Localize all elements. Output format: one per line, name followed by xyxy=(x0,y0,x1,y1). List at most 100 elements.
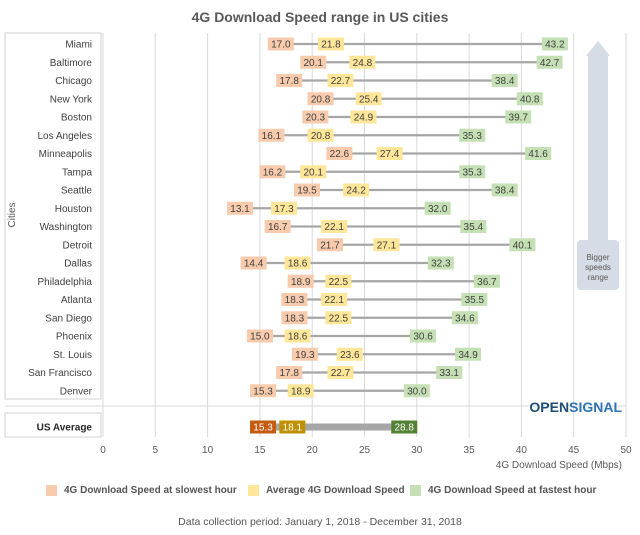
city-label: New York xyxy=(50,94,93,105)
data-label-box-fastest xyxy=(541,37,568,51)
data-label-box-slowest xyxy=(246,329,273,343)
x-tick-label: 10 xyxy=(202,445,214,456)
cities-panel xyxy=(4,32,102,400)
data-label-fastest: 32.0 xyxy=(428,204,448,215)
data-label-box-fastest xyxy=(455,347,482,361)
data-label-box-slowest xyxy=(267,37,294,51)
data-label-box-average xyxy=(307,128,334,142)
data-label-box-average xyxy=(321,293,348,306)
data-label-fastest: 35.3 xyxy=(463,131,483,142)
city-label: St. Louis xyxy=(53,350,92,361)
annotation-arrow-head xyxy=(586,41,610,56)
data-label-average: 27.4 xyxy=(380,149,400,160)
annotation-box xyxy=(577,240,619,290)
data-label-box-slowest xyxy=(300,55,327,69)
data-label-box-fastest xyxy=(460,220,487,233)
data-label-box-fastest xyxy=(427,256,454,270)
data-label-box-slowest xyxy=(264,220,291,233)
data-label-box-average xyxy=(327,74,354,87)
legend-swatch-average xyxy=(248,485,259,496)
data-label-box-average xyxy=(318,37,345,51)
data-label-fastest: 36.7 xyxy=(477,277,497,288)
x-tick-label: 50 xyxy=(620,445,632,456)
data-label-fastest: 38.4 xyxy=(495,76,515,87)
data-label-box-slowest xyxy=(227,201,254,215)
data-label-box-slowest xyxy=(291,347,318,361)
data-label-average: 23.6 xyxy=(340,350,360,361)
data-label-slowest: 16.1 xyxy=(262,131,282,142)
data-label-fastest: 32.3 xyxy=(431,259,451,270)
brand-logo-prefix: OPEN xyxy=(529,399,569,415)
city-label: Los Angeles xyxy=(38,131,93,142)
data-label-box-fastest xyxy=(473,274,500,288)
data-label-slowest: 21.7 xyxy=(320,240,340,251)
data-label-fastest: 35.3 xyxy=(463,167,483,178)
data-label-box-fastest xyxy=(459,128,486,142)
data-label-slowest: 14.4 xyxy=(244,259,264,270)
data-label-box-average xyxy=(349,55,376,69)
city-label: Minneapolis xyxy=(39,149,92,160)
data-label-box-average xyxy=(376,147,403,160)
data-label-box-average xyxy=(336,347,363,361)
data-label-slowest: 20.8 xyxy=(311,94,331,105)
average-panel xyxy=(4,412,102,438)
data-label-fastest: 42.7 xyxy=(540,58,560,69)
city-label: Miami xyxy=(65,40,92,51)
x-tick-label: 45 xyxy=(568,445,580,456)
city-label: Houston xyxy=(55,204,92,215)
data-label-average: 20.1 xyxy=(304,167,324,178)
data-label-box-average xyxy=(321,220,348,233)
x-tick-label: 25 xyxy=(359,445,371,456)
data-label-box-slowest xyxy=(259,165,286,179)
city-label: Dallas xyxy=(64,259,92,270)
data-label-slowest: 17.0 xyxy=(271,40,291,51)
data-label-slowest: 17.8 xyxy=(279,76,299,87)
x-tick-label: 0 xyxy=(100,445,106,456)
data-label-box-slowest xyxy=(293,183,320,197)
data-label-box-slowest xyxy=(276,74,303,87)
city-label: Detroit xyxy=(63,240,93,251)
chart-title: 4G Download Speed range in US cities xyxy=(192,9,449,25)
data-label-box-fastest xyxy=(461,293,488,306)
data-label-box-slowest xyxy=(281,293,308,306)
data-label-box-fastest xyxy=(525,147,552,160)
data-label-fastest: 33.1 xyxy=(439,368,459,379)
data-label-slowest: 18.9 xyxy=(291,277,311,288)
us-average-label: US Average xyxy=(37,423,93,434)
legend-item-fastest: 4G Download Speed at fastest hour xyxy=(410,485,596,496)
data-label-fastest: 41.6 xyxy=(528,149,548,160)
data-label-fastest: 43.2 xyxy=(545,40,565,51)
data-label-slowest: 13.1 xyxy=(230,204,250,215)
data-label-box-slowest xyxy=(240,256,267,270)
data-label-box-average xyxy=(270,201,297,215)
data-label-average: 24.2 xyxy=(346,186,366,197)
data-label-average: 20.8 xyxy=(311,131,331,142)
data-label-box-average xyxy=(284,256,311,270)
data-label-slowest: 16.7 xyxy=(268,222,288,233)
data-label-average: 21.8 xyxy=(321,40,341,51)
legend-label-slowest: 4G Download Speed at slowest hour xyxy=(64,485,237,496)
data-label-us-average-fastest: 28.8 xyxy=(395,423,415,434)
data-label-average: 22.1 xyxy=(324,295,344,306)
annotation-text: speeds xyxy=(585,263,611,272)
data-label-fastest: 35.4 xyxy=(464,222,484,233)
data-label-average: 18.6 xyxy=(288,259,308,270)
city-label: Tampa xyxy=(62,167,92,178)
brand-logo: OPENSIGNAL xyxy=(529,399,622,415)
data-label-box-fastest xyxy=(491,74,518,87)
data-label-average: 22.7 xyxy=(331,368,351,379)
data-label-box-us-average-average xyxy=(279,420,306,434)
data-label-fastest: 30.0 xyxy=(407,386,427,397)
data-label-average: 24.8 xyxy=(353,58,373,69)
x-tick-label: 5 xyxy=(153,445,159,456)
legend-swatch-slowest xyxy=(46,485,57,496)
x-tick-label: 30 xyxy=(411,445,423,456)
data-label-average: 25.4 xyxy=(359,94,379,105)
x-tick-label: 40 xyxy=(516,445,528,456)
data-label-box-fastest xyxy=(491,183,518,197)
data-label-fastest: 34.6 xyxy=(455,313,475,324)
legend-label-fastest: 4G Download Speed at fastest hour xyxy=(428,485,597,496)
data-label-box-us-average-fastest xyxy=(391,420,418,434)
data-label-box-average xyxy=(350,110,377,124)
data-label-box-slowest xyxy=(258,128,285,142)
